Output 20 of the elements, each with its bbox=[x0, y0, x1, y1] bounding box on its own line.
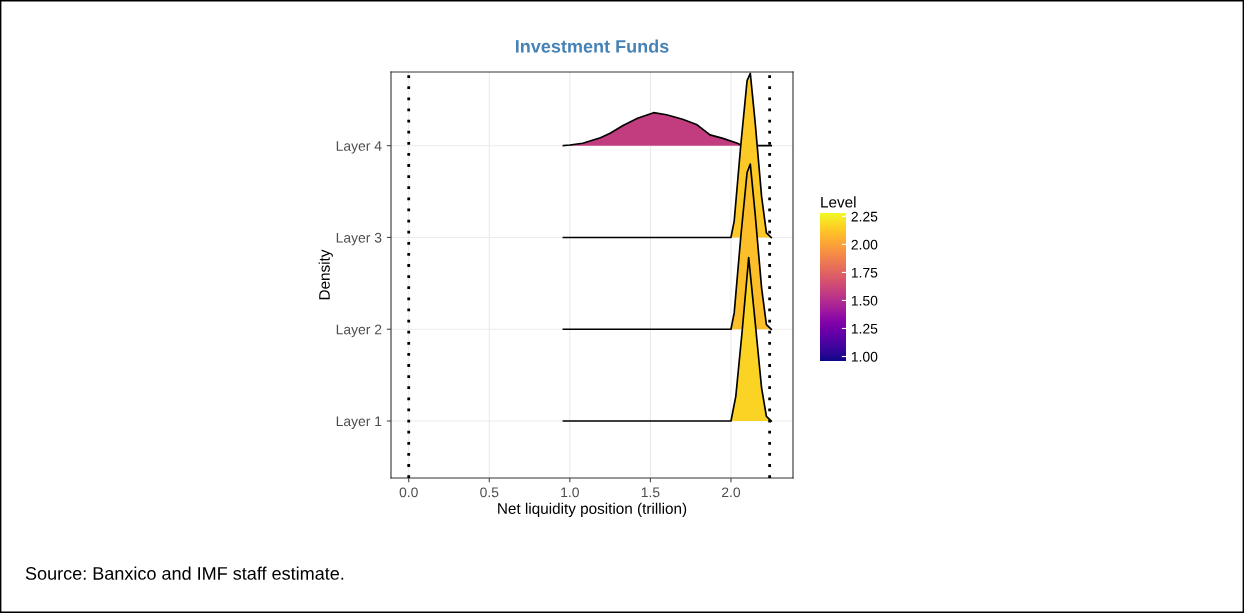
category-label: Layer 3 bbox=[336, 232, 382, 246]
x-tick-label: 0.0 bbox=[399, 487, 418, 498]
category-label: Layer 4 bbox=[336, 141, 382, 154]
color-bar-label: 1.25 bbox=[851, 323, 878, 334]
source-note: Source: Banxico and IMF staff estimate. bbox=[25, 566, 344, 580]
color-bar-label: 2.00 bbox=[851, 239, 878, 250]
y-axis-title: Density bbox=[318, 249, 333, 300]
x-tick-label: 1.0 bbox=[561, 487, 579, 498]
x-tick-label: 0.5 bbox=[480, 487, 499, 498]
x-axis-title: Net liquidity position (trillion) bbox=[498, 502, 687, 517]
color-bar-label: 1.50 bbox=[851, 295, 878, 306]
chart-title: Investment Funds bbox=[515, 39, 669, 53]
category-label: Layer 1 bbox=[336, 416, 382, 429]
x-tick-label: 2.0 bbox=[722, 487, 741, 498]
category-label: Layer 2 bbox=[336, 324, 382, 338]
x-tick-label: 1.5 bbox=[641, 487, 660, 498]
color-bar-label: 1.75 bbox=[851, 267, 878, 278]
color-bar-label: 2.25 bbox=[851, 211, 878, 222]
color-bar-label: 1.00 bbox=[851, 351, 878, 362]
color-bar-title: Level bbox=[821, 196, 856, 208]
